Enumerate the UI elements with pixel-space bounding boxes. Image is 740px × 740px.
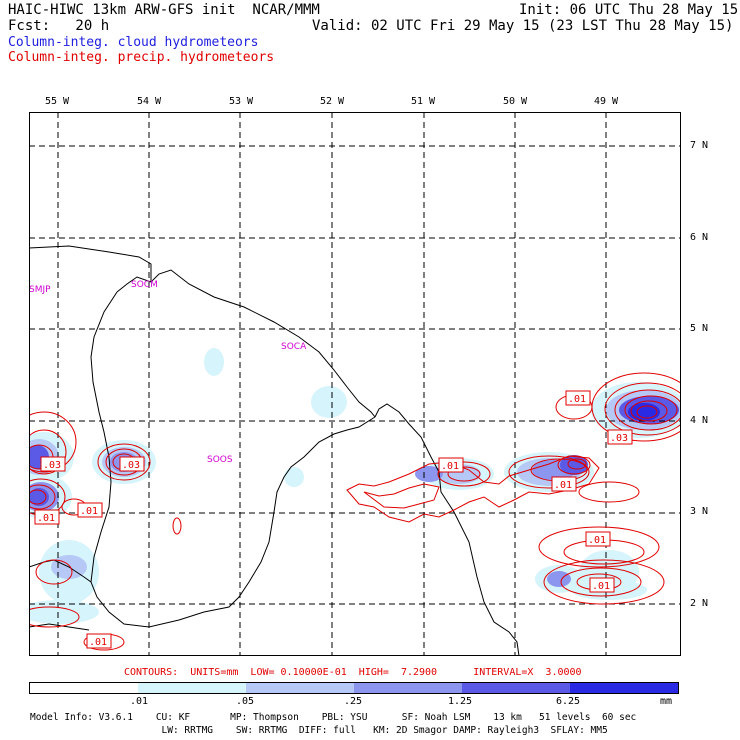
lat-label-7n: 7 N (690, 140, 709, 151)
cloud-field-title: Column-integ. cloud hydrometeors (8, 35, 259, 50)
contour-label-c: .01 (34, 509, 60, 525)
lat-label-5n: 5 N (690, 323, 709, 334)
lon-label-55w: 55 W (45, 96, 70, 107)
station-smjp: SMJP (29, 285, 51, 295)
contour-label-j: .01 (585, 531, 611, 547)
contour-labels: .03 .03 .01 .01 .01 .01 (34, 390, 633, 649)
contour-label-i: .01 (551, 476, 577, 492)
lat-lon-grid (29, 112, 681, 656)
model-title: HAIC-HIWC 13km ARW-GFS init NCAR/MMM (8, 2, 320, 18)
contour-label-h: .03 (607, 429, 633, 445)
svg-text:.01: .01 (588, 535, 606, 546)
station-labels: SMJP SOCM SOCA SOOS (29, 280, 307, 465)
lat-label-2n: 2 N (690, 598, 709, 609)
lon-label-50w: 50 W (503, 96, 528, 107)
svg-text:.03: .03 (122, 460, 140, 471)
lon-label-51w: 51 W (411, 96, 436, 107)
map-frame (29, 112, 681, 656)
precip-contours (29, 372, 681, 651)
colorbar-bin-1 (30, 683, 138, 693)
svg-text:.01: .01 (554, 480, 572, 491)
station-soos: SOOS (207, 455, 233, 465)
svg-text:.03: .03 (43, 460, 61, 471)
station-soca: SOCA (281, 342, 307, 352)
svg-text:.01: .01 (89, 637, 107, 648)
svg-text:.03: .03 (610, 433, 628, 444)
contour-label-g: .01 (438, 457, 464, 473)
colorbar (29, 682, 679, 694)
svg-text:.01: .01 (568, 394, 586, 405)
lon-label-53w: 53 W (229, 96, 254, 107)
map-panel: .03 .03 .01 .01 .01 .01 (29, 112, 681, 656)
lon-label-54w: 54 W (137, 96, 162, 107)
colorbar-tick-4: 1.25 (448, 696, 473, 707)
colorbar-bin-2 (138, 683, 246, 693)
colorbar-tick-1: .01 (130, 696, 149, 707)
contour-label-d: .01 (77, 502, 103, 518)
colorbar-tick-3: .25 (344, 696, 363, 707)
init-time: Init: 06 UTC Thu 28 May 15 (519, 2, 739, 18)
colorbar-units: mm (660, 696, 673, 707)
lat-label-6n: 6 N (690, 232, 709, 243)
svg-text:.01: .01 (441, 461, 459, 472)
svg-text:.01: .01 (80, 506, 98, 517)
svg-text:.01: .01 (37, 513, 55, 524)
colorbar-tick-5: 6.25 (556, 696, 581, 707)
station-socm: SOCM (131, 280, 158, 290)
contour-label-k: .01 (589, 577, 615, 593)
colorbar-bin-3 (246, 683, 354, 693)
colorbar-tick-2: .05 (236, 696, 255, 707)
lat-label-4n: 4 N (690, 415, 709, 426)
lon-label-52w: 52 W (320, 96, 345, 107)
contour-label-a: .03 (40, 456, 66, 472)
svg-text:.01: .01 (592, 581, 610, 592)
colorbar-bin-5 (462, 683, 570, 693)
valid-time: Valid: 02 UTC Fri 29 May 15 (23 LST Thu … (312, 18, 734, 34)
lat-label-3n: 3 N (690, 506, 709, 517)
contour-label-e: .01 (86, 633, 112, 649)
contour-label-f: .01 (565, 390, 591, 406)
model-info-line2: LW: RRTMG SW: RRTMG DIFF: full KM: 2D Sm… (30, 725, 608, 736)
contours-info: CONTOURS: UNITS=mm LOW= 0.10000E-01 HIGH… (124, 667, 582, 678)
forecast-hour: Fcst: 20 h (8, 18, 110, 34)
lon-label-49w: 49 W (594, 96, 619, 107)
precip-field-title: Column-integ. precip. hydrometeors (8, 50, 275, 65)
model-info-line1: Model Info: V3.6.1 CU: KF MP: Thompson P… (30, 712, 637, 723)
colorbar-bin-4 (354, 683, 462, 693)
contour-label-b: .03 (119, 456, 145, 472)
coastline (29, 245, 520, 656)
colorbar-bin-6 (570, 683, 678, 693)
